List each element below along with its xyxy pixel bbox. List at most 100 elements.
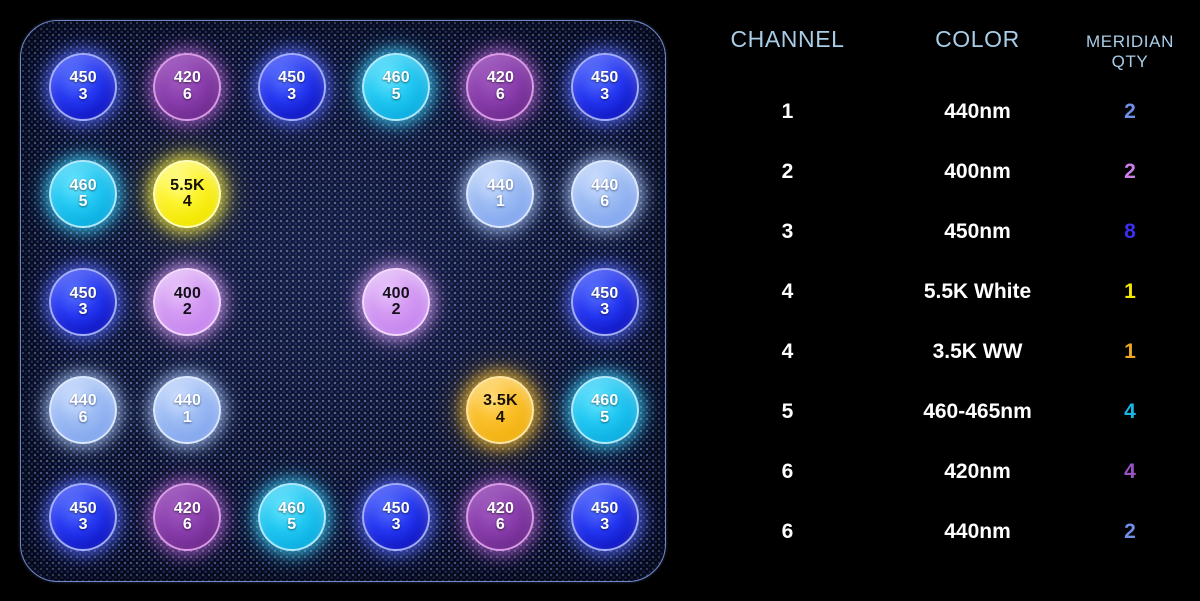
led-wavelength-label: 420 bbox=[173, 69, 202, 87]
led-420-ch6[interactable]: 420 6 bbox=[153, 483, 222, 552]
led-5.5K-ch4[interactable]: 5.5K 4 bbox=[153, 160, 222, 229]
led-460-ch5[interactable]: 460 5 bbox=[49, 160, 118, 229]
led-450-ch3[interactable]: 450 3 bbox=[49, 267, 118, 336]
led-450-ch3[interactable]: 450 3 bbox=[362, 483, 431, 552]
cell-channel: 6 bbox=[781, 520, 794, 543]
cell-color: 440nm bbox=[944, 100, 1011, 123]
led-cell: 450 3 bbox=[31, 463, 135, 571]
led-440-ch6[interactable]: 440 6 bbox=[49, 375, 118, 444]
cell-color: 3.5K WW bbox=[932, 340, 1023, 363]
led-wavelength-label: 440 bbox=[486, 177, 515, 195]
led-450-ch3[interactable]: 450 3 bbox=[49, 52, 118, 121]
led-cell: 460 5 bbox=[240, 463, 344, 571]
cell-channel: 2 bbox=[781, 160, 794, 183]
led-cell: 460 5 bbox=[344, 33, 448, 141]
led-460-ch5[interactable]: 460 5 bbox=[362, 52, 431, 121]
led-channel-label: 5 bbox=[78, 193, 88, 211]
led-cell bbox=[344, 141, 448, 249]
led-cell bbox=[240, 141, 344, 249]
led-channel-label: 2 bbox=[182, 300, 193, 318]
led-wavelength-label: 450 bbox=[591, 69, 619, 87]
led-channel-label: 1 bbox=[495, 193, 506, 211]
cell-meridian-qty: 4 bbox=[1124, 400, 1136, 423]
table-row: 4 5.5K White 1 bbox=[690, 262, 1190, 322]
led-wavelength-label: 450 bbox=[591, 499, 619, 517]
led-420-ch6[interactable]: 420 6 bbox=[466, 483, 535, 552]
led-cell: 440 6 bbox=[553, 141, 657, 249]
led-wavelength-label: 440 bbox=[69, 392, 97, 410]
led-cell: 450 3 bbox=[240, 33, 344, 141]
led-400-ch2[interactable]: 400 2 bbox=[362, 267, 431, 336]
led-channel-label: 3 bbox=[287, 85, 297, 103]
cell-color: 400nm bbox=[944, 160, 1011, 183]
led-channel-label: 6 bbox=[495, 85, 506, 103]
table-row: 6 440nm 2 bbox=[690, 502, 1190, 562]
led-cell: 3.5K 4 bbox=[448, 356, 552, 464]
led-wavelength-label: 440 bbox=[591, 177, 619, 195]
cell-channel: 3 bbox=[781, 220, 794, 243]
led-channel-label: 6 bbox=[600, 193, 610, 211]
led-cell: 440 1 bbox=[135, 356, 239, 464]
led-channel-label: 6 bbox=[78, 408, 88, 426]
led-wavelength-label: 420 bbox=[486, 499, 515, 517]
cell-channel: 1 bbox=[781, 100, 794, 123]
cell-meridian-qty: 4 bbox=[1124, 460, 1136, 483]
cell-color: 450nm bbox=[944, 220, 1011, 243]
led-400-ch2[interactable]: 400 2 bbox=[153, 267, 222, 336]
led-channel-label: 5 bbox=[391, 85, 401, 103]
led-wavelength-label: 460 bbox=[591, 392, 619, 410]
led-wavelength-label: 400 bbox=[382, 284, 410, 302]
led-wavelength-label: 420 bbox=[173, 499, 202, 517]
header-meridian-qty: MERIDIAN QTY bbox=[1086, 32, 1174, 71]
led-channel-label: 6 bbox=[182, 516, 193, 534]
led-panel: 450 3 420 6 450 3 460 5 420 6 450 3 460 5 5.5K 4 440 1 440… bbox=[20, 20, 666, 582]
cell-channel: 4 bbox=[781, 340, 794, 363]
led-450-ch3[interactable]: 450 3 bbox=[570, 483, 639, 552]
table-body: 1 440nm 2 2 400nm 2 3 450nm 8 4 5.5K White 1 4 3.5K W… bbox=[690, 82, 1190, 562]
header-channel: CHANNEL bbox=[730, 26, 845, 52]
table-header-row: CHANNEL COLOR MERIDIAN QTY bbox=[690, 26, 1190, 71]
led-440-ch1[interactable]: 440 1 bbox=[466, 160, 535, 229]
led-450-ch3[interactable]: 450 3 bbox=[570, 52, 639, 121]
led-channel-label: 3 bbox=[78, 85, 88, 103]
table-row: 5 460-465nm 4 bbox=[690, 382, 1190, 442]
channel-spec-table: CHANNEL COLOR MERIDIAN QTY 1 440nm 2 2 400nm… bbox=[690, 26, 1190, 576]
led-channel-label: 1 bbox=[182, 408, 193, 426]
cell-meridian-qty: 1 bbox=[1124, 340, 1136, 363]
led-cell: 420 6 bbox=[448, 33, 552, 141]
led-channel-label: 5 bbox=[600, 408, 610, 426]
led-450-ch3[interactable]: 450 3 bbox=[49, 483, 118, 552]
led-wavelength-label: 440 bbox=[173, 392, 202, 410]
cell-meridian-qty: 8 bbox=[1124, 220, 1136, 243]
led-wavelength-label: 460 bbox=[382, 69, 410, 87]
led-channel-label: 3 bbox=[78, 300, 88, 318]
led-460-ch5[interactable]: 460 5 bbox=[570, 375, 639, 444]
led-cell: 420 6 bbox=[135, 33, 239, 141]
led-wavelength-label: 450 bbox=[69, 284, 97, 302]
led-cell: 450 3 bbox=[31, 33, 135, 141]
led-420-ch6[interactable]: 420 6 bbox=[153, 52, 222, 121]
led-460-ch5[interactable]: 460 5 bbox=[257, 483, 326, 552]
led-grid: 450 3 420 6 450 3 460 5 420 6 450 3 460 5 5.5K 4 440 1 440… bbox=[21, 21, 665, 581]
led-channel-label: 5 bbox=[287, 516, 297, 534]
led-cell: 450 3 bbox=[31, 248, 135, 356]
led-440-ch6[interactable]: 440 6 bbox=[570, 160, 639, 229]
cell-color: 440nm bbox=[944, 520, 1011, 543]
led-440-ch1[interactable]: 440 1 bbox=[153, 375, 222, 444]
led-channel-label: 3 bbox=[600, 85, 610, 103]
led-channel-label: 6 bbox=[182, 85, 193, 103]
led-wavelength-label: 450 bbox=[69, 499, 97, 517]
led-450-ch3[interactable]: 450 3 bbox=[570, 267, 639, 336]
led-wavelength-label: 3.5K bbox=[483, 392, 518, 410]
led-channel-label: 2 bbox=[391, 300, 401, 318]
led-3.5K-ch4[interactable]: 3.5K 4 bbox=[466, 375, 535, 444]
led-cell: 440 6 bbox=[31, 356, 135, 464]
led-450-ch3[interactable]: 450 3 bbox=[257, 52, 326, 121]
led-wavelength-label: 460 bbox=[278, 499, 306, 517]
led-wavelength-label: 400 bbox=[173, 284, 202, 302]
led-channel-label: 3 bbox=[391, 516, 401, 534]
led-cell: 450 3 bbox=[344, 463, 448, 571]
led-420-ch6[interactable]: 420 6 bbox=[466, 52, 535, 121]
led-cell: 450 3 bbox=[553, 248, 657, 356]
